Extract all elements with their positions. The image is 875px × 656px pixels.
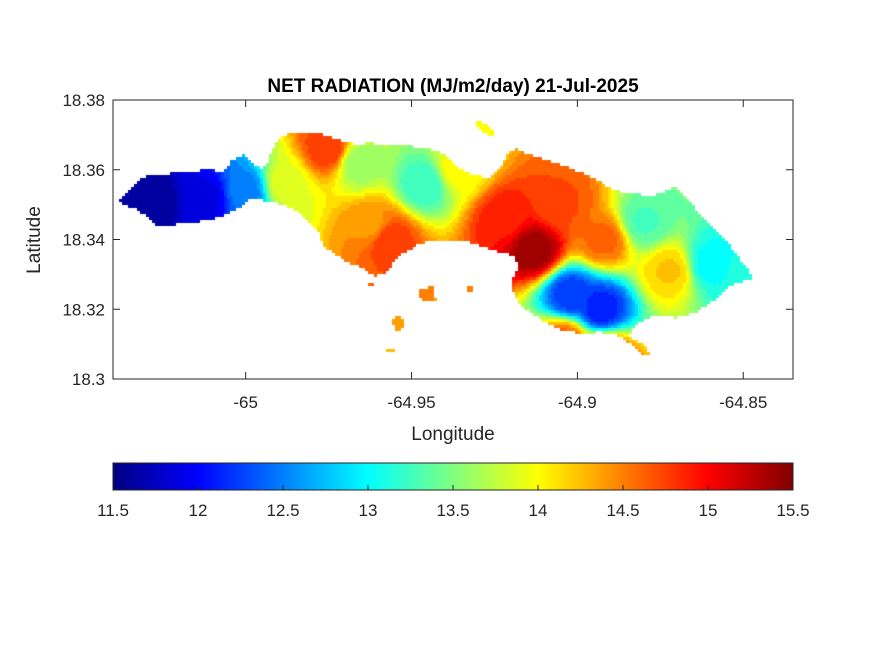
x-tick-label: -64.85 [719, 393, 767, 412]
x-axis-ticks: -65 -64.95 -64.9 -64.85 [233, 100, 767, 412]
colorbar-tick-label: 15 [699, 501, 718, 520]
x-axis-label: Longitude [411, 424, 494, 445]
y-tick-label: 18.36 [62, 161, 105, 180]
colorbar-tick-label: 13.5 [436, 501, 469, 520]
colorbar-tick-label: 13 [359, 501, 378, 520]
x-tick-label: -64.95 [387, 393, 435, 412]
colorbar-tick-label: 14 [529, 501, 548, 520]
colorbar-tick-label: 11.5 [97, 501, 129, 520]
colorbar-tick-label: 12.5 [266, 501, 299, 520]
chart-title: NET RADIATION (MJ/m2/day) 21-Jul-2025 [267, 76, 639, 97]
y-tick-label: 18.32 [62, 300, 105, 319]
colorbar-ticks: 11.5 12 12.5 13 13.5 14 14.5 15 15.5 [97, 485, 810, 520]
x-tick-label: -64.9 [558, 393, 597, 412]
y-tick-label: 18.38 [62, 91, 105, 110]
colorbar-tick-label: 12 [189, 501, 208, 520]
colorbar: 11.5 12 12.5 13 13.5 14 14.5 15 15.5 [97, 462, 810, 520]
heatmap-raster [113, 100, 793, 379]
plot-area: -65 -64.95 -64.9 -64.85 18.3 18.32 18.34 18.36… [62, 91, 794, 412]
y-axis-label: Latitude [24, 206, 45, 274]
colorbar-tick-label: 15.5 [776, 501, 809, 520]
y-tick-label: 18.3 [72, 370, 105, 389]
colorbar-tick-label: 14.5 [606, 501, 639, 520]
x-tick-label: -65 [233, 393, 258, 412]
y-axis-ticks: 18.3 18.32 18.34 18.36 18.38 [62, 91, 793, 389]
heatmap-field [113, 100, 793, 379]
y-tick-label: 18.34 [62, 231, 105, 250]
